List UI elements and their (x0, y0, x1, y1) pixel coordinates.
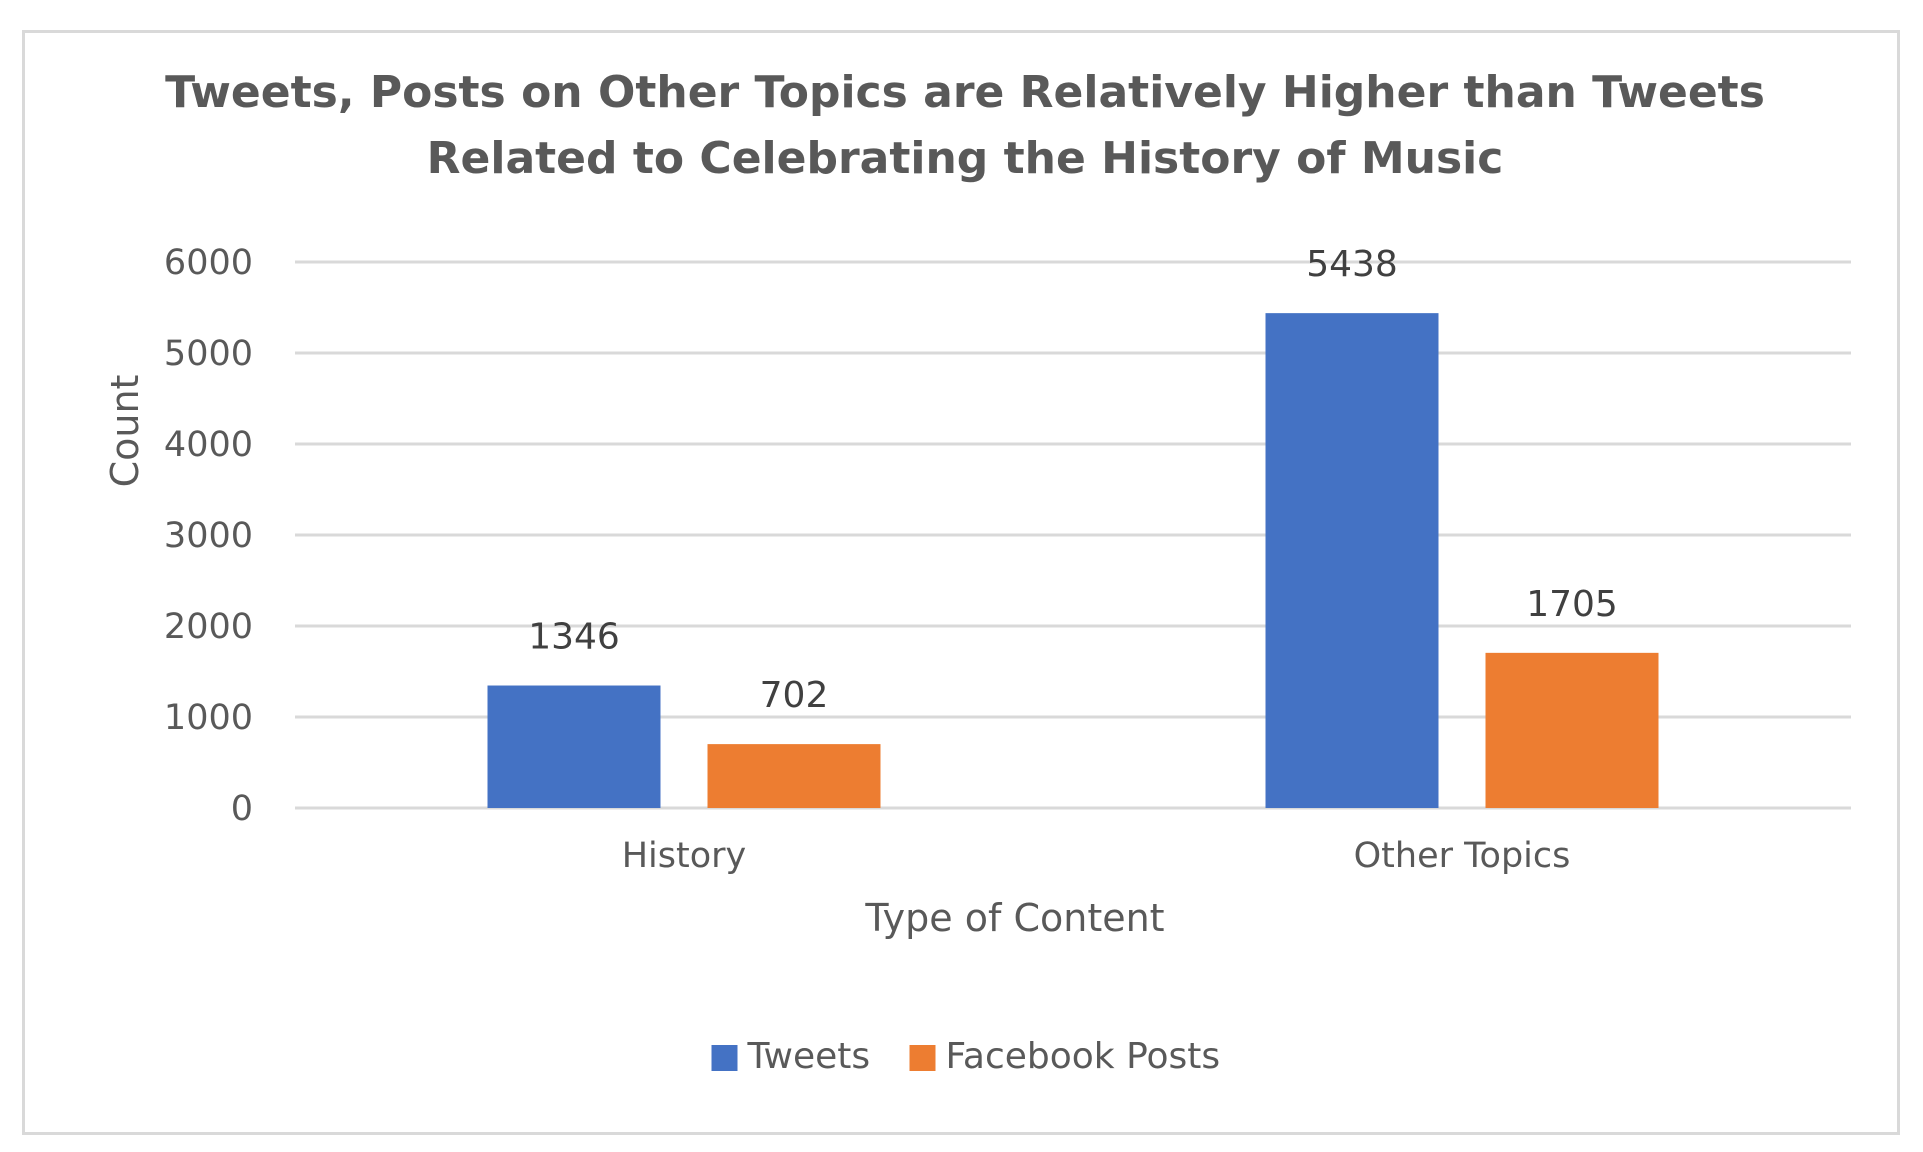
x-axis-title: Type of Content (864, 896, 1164, 940)
chart-title: Tweets, Posts on Other Topics are Relati… (165, 67, 1765, 184)
bars (487, 313, 1659, 808)
bar-facebook-posts-other-topics (1485, 652, 1659, 808)
data-label: 5438 (1306, 244, 1398, 285)
legend: Tweets Facebook Posts (711, 1036, 1221, 1077)
y-tick-label: 0 (231, 789, 253, 829)
data-label: 702 (760, 675, 829, 716)
legend-item-facebook-posts: Facebook Posts (909, 1036, 1221, 1077)
data-labels: 1346 702 5438 1705 (528, 244, 1618, 716)
y-tick-label: 4000 (164, 425, 253, 465)
y-tick-label: 3000 (164, 516, 253, 556)
legend-item-tweets: Tweets (711, 1036, 871, 1077)
legend-label: Tweets (747, 1036, 871, 1077)
y-tick-label: 5000 (164, 334, 253, 374)
y-tick-label: 1000 (164, 698, 253, 738)
x-axis-tick-labels: History Other Topics (622, 836, 1571, 876)
data-label: 1346 (528, 617, 620, 658)
data-label: 1705 (1526, 584, 1618, 625)
y-axis-title: Count (103, 375, 147, 488)
legend-swatch (909, 1045, 936, 1071)
x-tick-label: Other Topics (1354, 836, 1571, 876)
legend-swatch (711, 1045, 738, 1071)
chart-title-line-2: Related to Celebrating the History of Mu… (427, 133, 1504, 184)
y-axis-tick-labels: 0 1000 2000 3000 4000 5000 6000 (164, 243, 253, 829)
bar-facebook-posts-history (707, 744, 881, 808)
x-tick-label: History (622, 836, 747, 876)
bar-tweets-other-topics (1265, 313, 1439, 808)
y-tick-label: 6000 (164, 243, 253, 283)
bar-chart: Tweets, Posts on Other Topics are Relati… (103, 67, 1851, 1077)
legend-label: Facebook Posts (946, 1036, 1221, 1077)
y-tick-label: 2000 (164, 607, 253, 647)
bar-tweets-history (487, 685, 661, 808)
chart-frame: Tweets, Posts on Other Topics are Relati… (22, 30, 1900, 1135)
chart-title-line-1: Tweets, Posts on Other Topics are Relati… (165, 67, 1765, 118)
